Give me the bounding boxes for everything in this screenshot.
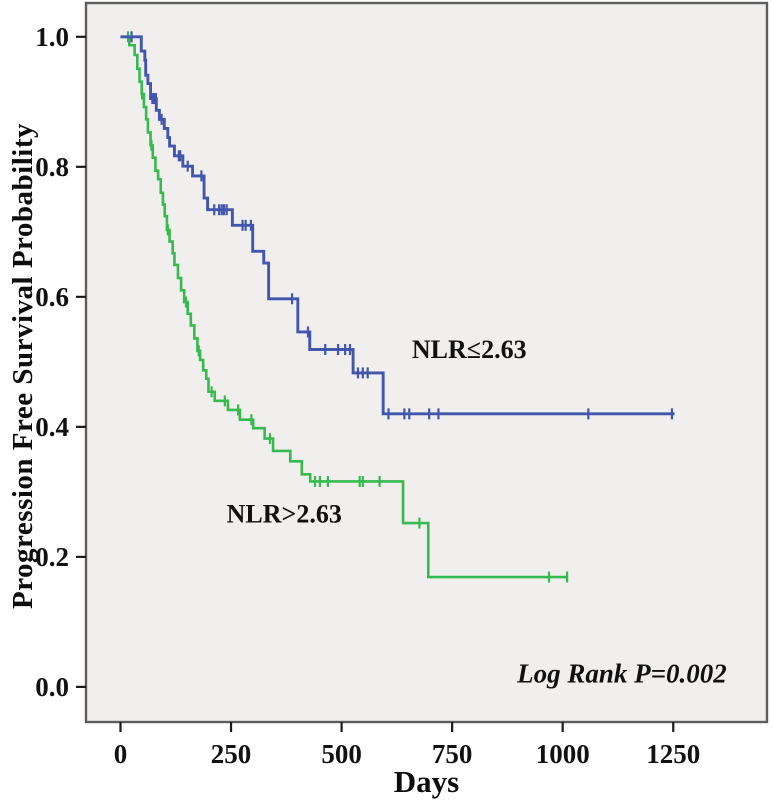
survival-curve-nlr-le-2-63	[120, 35, 675, 416]
x-tick-label: 500	[321, 739, 362, 769]
x-tick-label: 1250	[646, 739, 700, 769]
survival-curve-nlr-gt-2-63	[120, 35, 568, 579]
y-tick-label: 0.4	[35, 412, 69, 442]
y-tick-label: 0.6	[35, 282, 69, 312]
y-tick-label: 0.2	[35, 542, 69, 572]
annotation-nlr-le-label: NLR≤2.63	[412, 335, 527, 364]
x-tick-label: 0	[114, 739, 128, 769]
y-tick-label: 0.8	[35, 152, 69, 182]
annotation-log-rank-p-value: Log Rank P=0.002	[516, 658, 727, 688]
y-tick-label: 0.0	[35, 672, 69, 702]
x-tick-label: 750	[432, 739, 473, 769]
x-tick-label: 250	[211, 739, 252, 769]
plot-border	[84, 1, 769, 724]
plot-area	[86, 3, 767, 722]
y-tick-label: 1.0	[35, 22, 69, 52]
x-tick-label: 1000	[536, 739, 590, 769]
annotation-nlr-gt-label: NLR>2.63	[227, 499, 342, 528]
